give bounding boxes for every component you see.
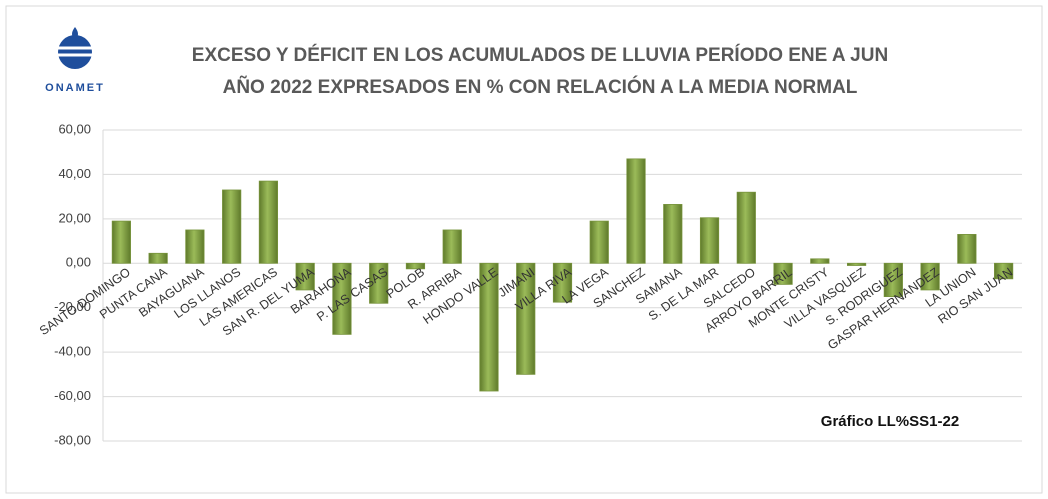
bar [994,262,1014,280]
chart-title: EXCESO Y DÉFICIT EN LOS ACUMULADOS DE LL… [192,44,888,66]
bar [148,252,168,264]
y-tick-label: 40,00 [58,166,91,181]
bar [773,262,793,285]
annotation: Gráfico LL%SS1-22 [821,413,959,430]
chart-border [5,5,1043,494]
bar [920,262,940,291]
bar [369,262,389,304]
bar [883,262,903,298]
bar [442,229,462,264]
bar [479,262,499,392]
bar [111,220,131,264]
bar [957,234,977,264]
bar [846,262,867,266]
bar [516,262,536,375]
logo: ONAMET [45,27,105,94]
bar [589,220,609,264]
y-tick-label: -40,00 [54,344,91,359]
y-tick-label: 0,00 [66,255,91,270]
bar [663,204,683,264]
chart-title: AÑO 2022 EXPRESADOS EN % CON RELACIÓN A … [223,76,858,98]
bar [222,189,242,264]
y-tick-label: -80,00 [54,432,91,447]
bar [295,262,315,291]
y-tick-label: 20,00 [58,210,91,225]
bar [736,191,756,264]
y-tick-label: -60,00 [54,388,91,403]
bar [699,217,720,264]
bar [626,158,646,264]
bar [552,262,573,303]
y-tick-label: -20,00 [54,299,91,314]
bar [332,262,352,335]
bar [405,262,426,270]
bar [810,258,830,264]
bar [258,180,279,264]
logo-text: ONAMET [45,82,105,94]
bar [185,229,205,264]
y-tick-label: 60,00 [58,121,91,136]
